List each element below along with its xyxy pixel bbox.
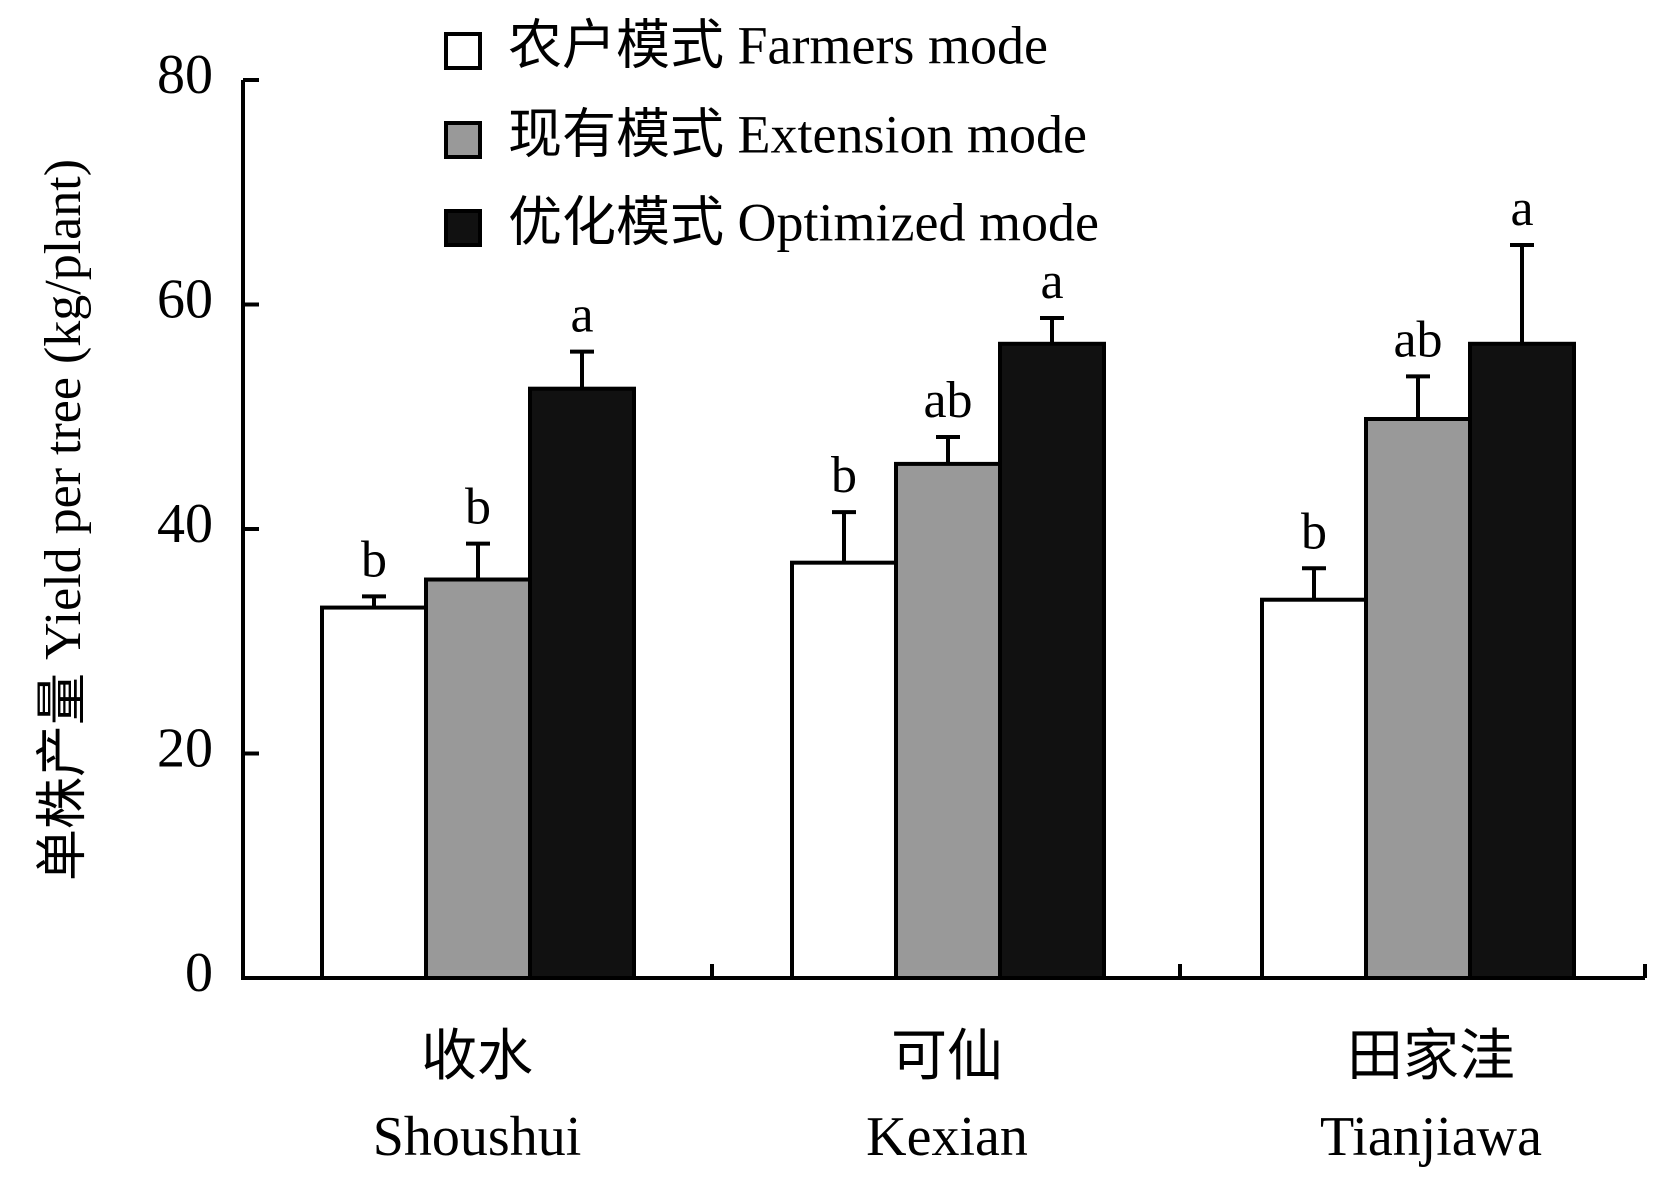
- significance-label-kexian-series-2: ab: [923, 372, 972, 429]
- bar-tianjiawa-series-1: [1260, 597, 1368, 981]
- legend-swatch-series-1: [444, 32, 482, 70]
- y-tick-label-80: 80: [157, 44, 213, 106]
- bar-kexian-series-2: [894, 461, 1002, 980]
- legend-label-series-3: 优化模式 Optimized mode: [508, 192, 1099, 252]
- y-tick-label-20: 20: [157, 717, 213, 779]
- y-tick-label-0: 0: [185, 942, 213, 1004]
- bar-shoushui-series-1: [320, 605, 428, 980]
- significance-label-shoushui-series-3: a: [570, 287, 593, 344]
- y-tick-label-60: 60: [157, 268, 213, 330]
- category-label-en-tianjiawa: Tianjiawa: [1320, 1106, 1542, 1168]
- significance-label-kexian-series-1: b: [831, 447, 857, 504]
- significance-label-shoushui-series-2: b: [465, 479, 491, 536]
- significance-label-shoushui-series-1: b: [361, 531, 387, 588]
- legend-label-series-1: 农户模式 Farmers mode: [508, 15, 1048, 75]
- bar-kexian-series-1: [790, 560, 898, 980]
- legend-swatch-series-2: [444, 121, 482, 159]
- category-label-zh-tianjiawa: 田家洼: [1347, 1026, 1515, 1088]
- axes-layer: 0 20 40 60 80 收水 Shoushui 可仙 Kexian 田家洼 Tianjiawa: [157, 44, 1647, 1168]
- legend-label-series-2: 现有模式 Extension mode: [508, 104, 1087, 164]
- category-label-en-kexian: Kexian: [866, 1106, 1028, 1168]
- bar-tianjiawa-series-2: [1364, 416, 1472, 980]
- legend-swatch-series-3: [444, 209, 482, 247]
- bar-shoushui-series-2: [424, 577, 532, 980]
- legend: 农户模式 Farmers mode 现有模式 Extension mode 优化模式…: [444, 15, 1099, 252]
- category-label-en-shoushui: Shoushui: [373, 1106, 582, 1168]
- significance-label-tianjiawa-series-3: a: [1510, 180, 1533, 237]
- bar-shoushui-series-3: [528, 386, 636, 980]
- y-tick-label-40: 40: [157, 493, 213, 555]
- significance-label-tianjiawa-series-2: ab: [1393, 311, 1442, 368]
- significance-label-tianjiawa-series-1: b: [1301, 503, 1327, 560]
- bar-kexian-series-3: [998, 341, 1106, 981]
- y-axis-title: 单株产量 Yield per tree (kg/plant): [35, 159, 92, 881]
- bar-tianjiawa-series-3: [1468, 341, 1576, 981]
- category-label-zh-kexian: 可仙: [891, 1026, 1003, 1088]
- significance-label-kexian-series-3: a: [1040, 253, 1063, 310]
- category-label-zh-shoushui: 收水: [421, 1026, 533, 1088]
